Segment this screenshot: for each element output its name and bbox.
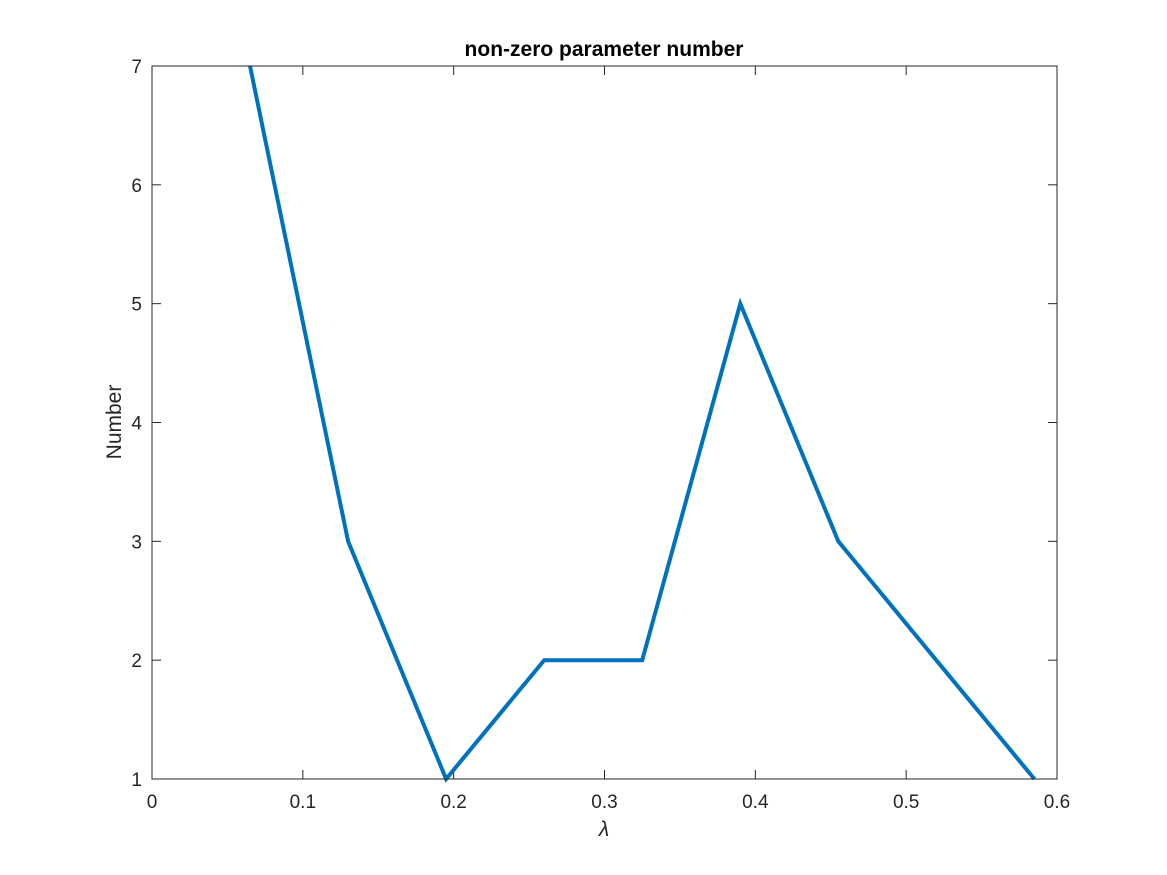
x-tick-label: 0 [147,792,158,813]
x-tick-label: 0.4 [742,792,769,813]
y-tick-labels: 1 2 3 4 5 6 7 [131,57,142,791]
plot-area [152,66,1057,779]
y-tick-label: 6 [131,176,142,197]
y-tick-label: 5 [131,295,142,316]
x-tick-label: 0.1 [290,792,316,813]
x-tick-label: 0.2 [440,792,466,813]
x-tick-labels: 0 0.1 0.2 0.3 0.4 0.5 0.6 [147,792,1071,813]
series-layer [248,65,1036,783]
y-tick-label: 1 [131,770,142,791]
chart-title: non-zero parameter number [465,38,744,61]
x-axis-label: λ [598,818,609,841]
series-line [248,65,1036,783]
x-tick-label: 0.3 [591,792,617,813]
axes-box [151,65,1058,780]
y-tick-label: 3 [131,532,142,553]
y-axis-label: Number [103,385,126,460]
y-tick-label: 2 [131,651,142,672]
x-tick-label: 0.5 [893,792,919,813]
y-tick-label: 7 [131,57,142,78]
y-tick-label: 4 [131,414,142,435]
x-tick-label: 0.6 [1044,792,1070,813]
